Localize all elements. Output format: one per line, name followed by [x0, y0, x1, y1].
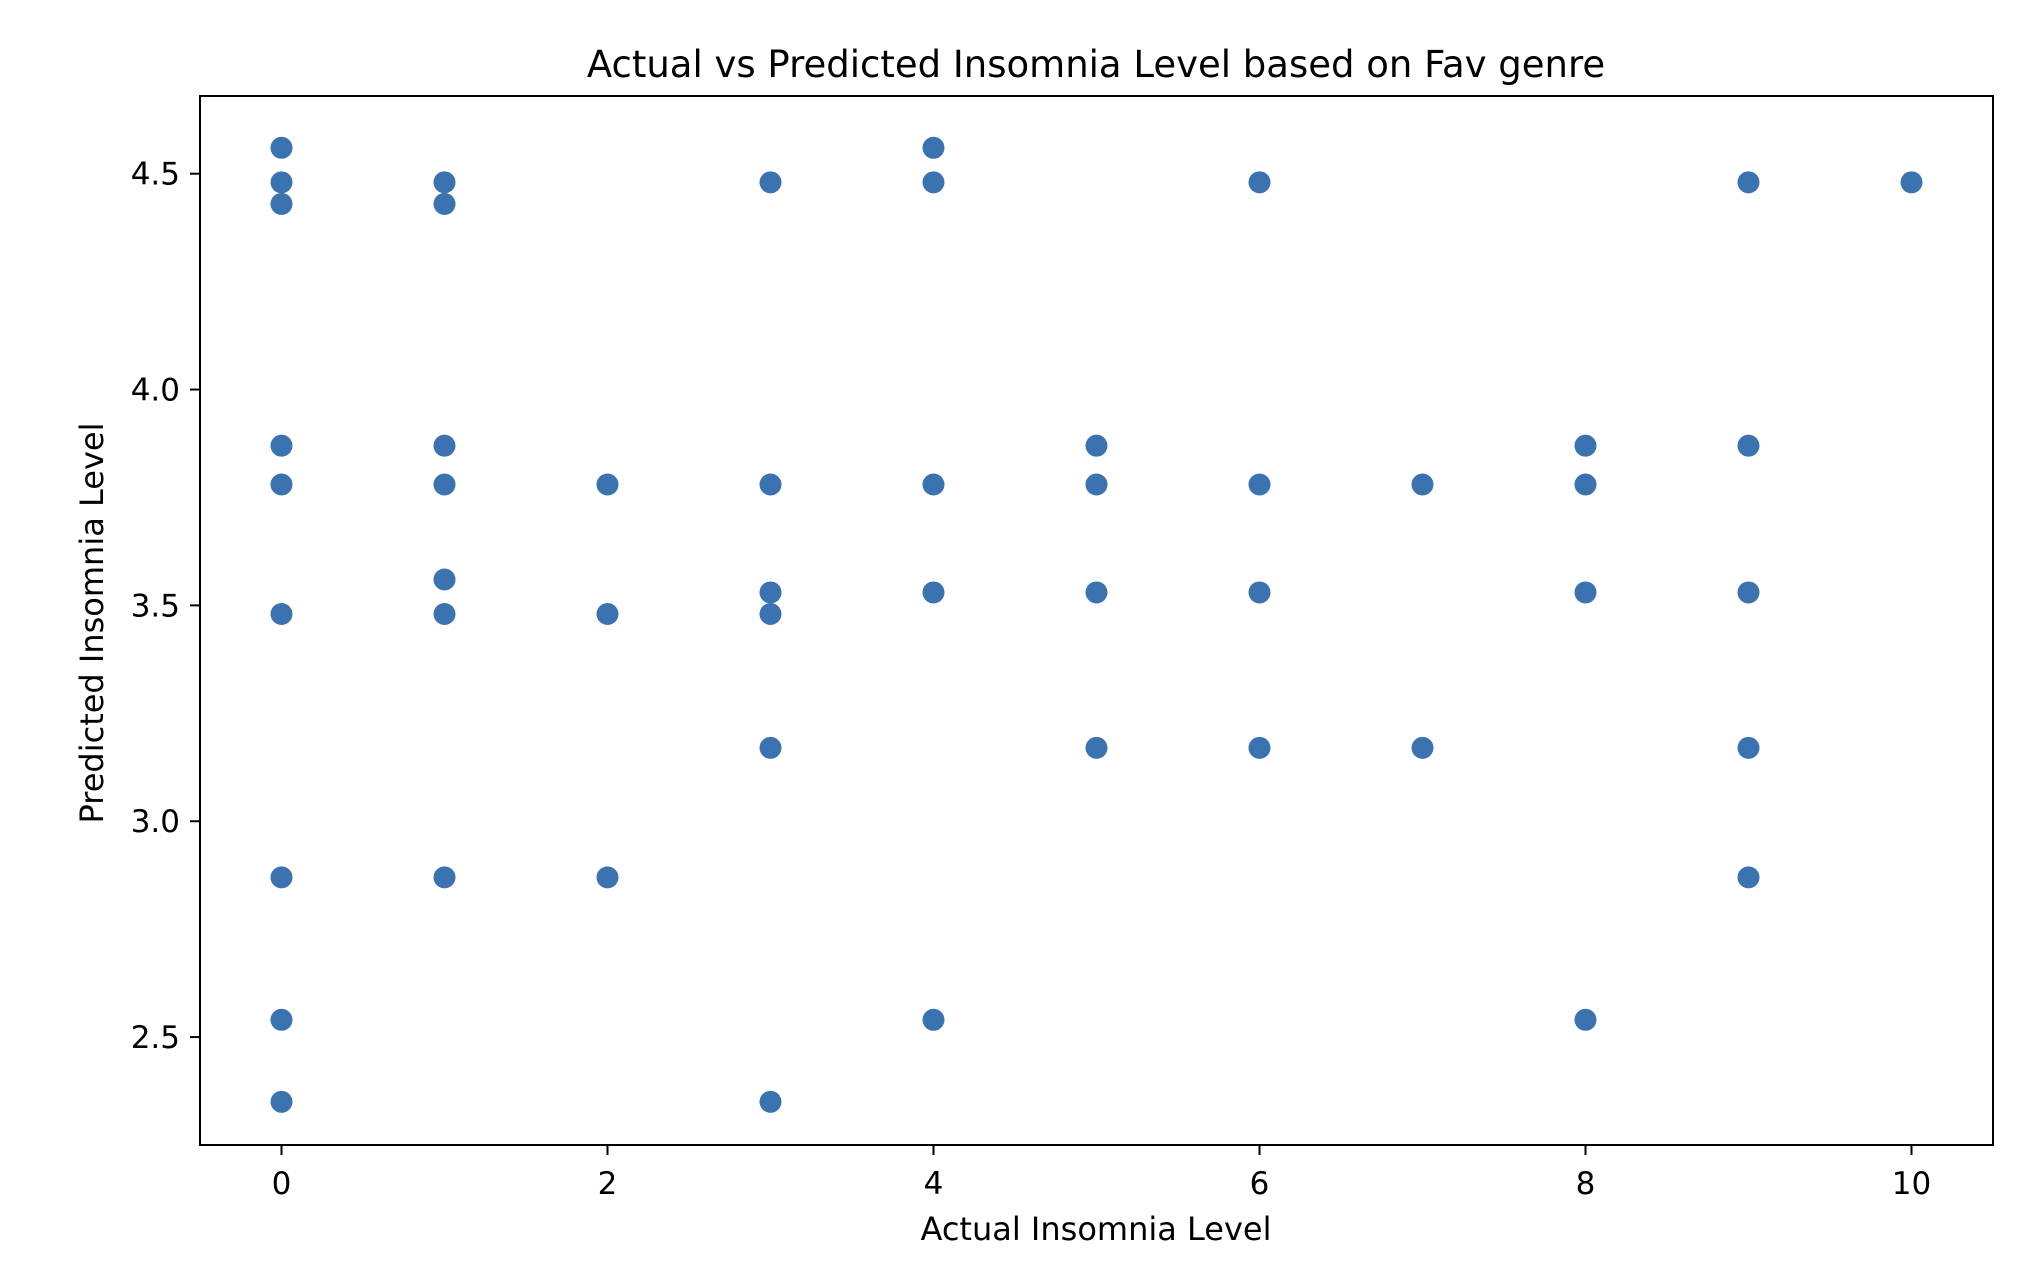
- y-tick-label: 4.0: [131, 373, 180, 409]
- x-tick-label: 8: [1576, 1166, 1596, 1202]
- data-point: [922, 1008, 945, 1031]
- y-axis: 2.5 3.0 3.5 4.0 4.5: [131, 157, 200, 1056]
- data-point: [270, 171, 293, 194]
- data-point: [1085, 473, 1108, 496]
- data-point: [596, 603, 619, 626]
- data-point: [922, 136, 945, 159]
- data-point: [433, 434, 456, 457]
- x-axis-label: Actual Insomnia Level: [921, 1210, 1272, 1248]
- data-point: [270, 434, 293, 457]
- data-point: [270, 473, 293, 496]
- data-point: [922, 581, 945, 604]
- x-tick-label: 10: [1892, 1166, 1931, 1202]
- data-point: [1574, 434, 1597, 457]
- data-point: [1574, 581, 1597, 604]
- data-point: [759, 581, 782, 604]
- x-tick-label: 0: [272, 1166, 292, 1202]
- data-point: [1900, 171, 1923, 194]
- data-point: [270, 603, 293, 626]
- y-tick-label: 3.0: [131, 804, 180, 840]
- data-point: [433, 192, 456, 215]
- data-point: [270, 192, 293, 215]
- data-point: [1085, 581, 1108, 604]
- data-point: [1248, 473, 1271, 496]
- data-point: [1737, 434, 1760, 457]
- data-point: [596, 866, 619, 889]
- x-axis: 0 2 4 6 8 10: [272, 1145, 1931, 1202]
- points-layer: [270, 136, 1923, 1113]
- data-point: [1737, 866, 1760, 889]
- data-point: [270, 1008, 293, 1031]
- data-point: [759, 473, 782, 496]
- data-point: [1085, 434, 1108, 457]
- data-point: [433, 603, 456, 626]
- data-point: [1411, 736, 1434, 759]
- data-point: [433, 171, 456, 194]
- chart-title: Actual vs Predicted Insomnia Level based…: [587, 43, 1605, 86]
- y-tick-label: 4.5: [131, 157, 180, 193]
- data-point: [759, 1090, 782, 1113]
- x-tick-label: 6: [1250, 1166, 1270, 1202]
- y-tick-label: 3.5: [131, 588, 180, 624]
- data-point: [1248, 581, 1271, 604]
- x-tick-label: 4: [924, 1166, 944, 1202]
- x-tick-label: 2: [598, 1166, 618, 1202]
- data-point: [759, 736, 782, 759]
- data-point: [1411, 473, 1434, 496]
- y-axis-label: Predicted Insomnia Level: [73, 423, 111, 824]
- data-point: [270, 866, 293, 889]
- data-point: [759, 603, 782, 626]
- data-point: [922, 171, 945, 194]
- data-point: [1085, 736, 1108, 759]
- data-point: [433, 568, 456, 591]
- data-point: [1248, 736, 1271, 759]
- data-point: [922, 473, 945, 496]
- data-point: [1737, 171, 1760, 194]
- data-point: [596, 473, 619, 496]
- data-point: [433, 473, 456, 496]
- data-point: [270, 136, 293, 159]
- y-tick-label: 2.5: [131, 1020, 180, 1056]
- data-point: [270, 1090, 293, 1113]
- data-point: [1737, 581, 1760, 604]
- data-point: [1248, 171, 1271, 194]
- plot-frame: [199, 95, 1994, 1146]
- data-point: [433, 866, 456, 889]
- data-point: [1574, 473, 1597, 496]
- data-point: [1574, 1008, 1597, 1031]
- data-point: [1737, 736, 1760, 759]
- data-point: [759, 171, 782, 194]
